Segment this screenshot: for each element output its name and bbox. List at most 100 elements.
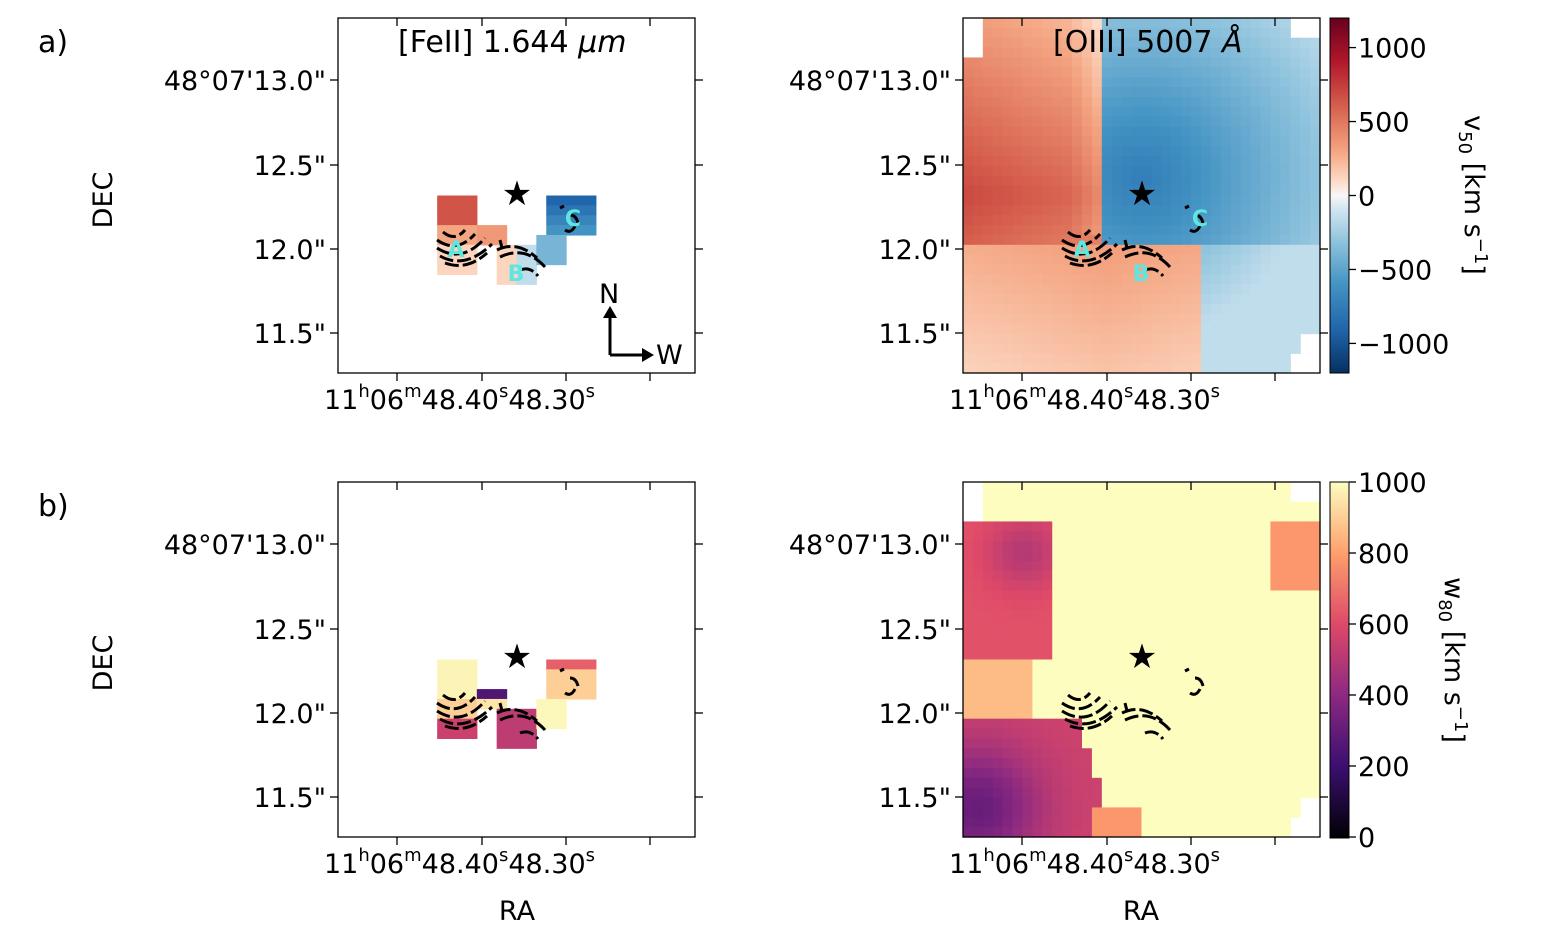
map-pixel <box>972 649 984 661</box>
map-pixel <box>1002 343 1014 354</box>
map-pixel <box>1151 156 1162 167</box>
map-pixel <box>1141 629 1153 641</box>
map-pixel <box>1280 728 1291 739</box>
map-pixel <box>992 116 1004 128</box>
map-pixel <box>1121 274 1133 285</box>
map-pixel <box>1062 136 1073 147</box>
map-pixel <box>1290 590 1301 601</box>
map-pixel <box>1091 284 1103 295</box>
map-pixel <box>1270 225 1281 236</box>
map-pixel <box>972 323 984 335</box>
map-pixel <box>1042 817 1053 828</box>
map-pixel <box>447 234 458 246</box>
map-pixel <box>1250 77 1262 88</box>
map-pixel <box>1201 738 1212 749</box>
map-pixel <box>982 264 994 275</box>
map-pixel <box>1171 708 1182 720</box>
map-pixel <box>982 136 994 147</box>
map-pixel <box>1280 551 1291 562</box>
map-pixel <box>1072 521 1083 532</box>
map-pixel <box>1270 67 1281 78</box>
map-pixel <box>1012 669 1024 680</box>
map-pixel <box>982 156 994 167</box>
map-pixel <box>1062 274 1073 285</box>
map-pixel <box>1002 758 1014 769</box>
map-pixel <box>1062 777 1073 789</box>
map-pixel <box>1131 551 1143 562</box>
map-pixel <box>1181 234 1192 246</box>
map-pixel <box>1141 817 1153 828</box>
map-pixel <box>1270 797 1281 809</box>
map-pixel <box>1042 323 1053 335</box>
map-pixel <box>992 254 1004 266</box>
map-pixel <box>1240 541 1252 552</box>
map-pixel <box>506 274 518 285</box>
map-pixel <box>1201 669 1212 680</box>
map-pixel <box>1270 195 1281 206</box>
map-pixel <box>576 679 587 690</box>
map-pixel <box>1250 827 1262 838</box>
map-pixel <box>1290 639 1301 651</box>
map-pixel <box>982 175 994 187</box>
map-pixel <box>1062 353 1073 364</box>
map-pixel <box>1012 610 1024 621</box>
map-pixel <box>1220 175 1232 187</box>
map-pixel <box>1082 827 1093 838</box>
map-pixel <box>1270 600 1281 611</box>
map-pixel <box>1111 18 1123 29</box>
map-pixel <box>1151 205 1162 216</box>
map-pixel <box>1191 303 1202 315</box>
map-pixel <box>447 195 458 206</box>
map-pixel <box>1280 570 1291 582</box>
map-pixel <box>1101 689 1113 700</box>
map-pixel <box>1052 156 1063 167</box>
map-pixel <box>1072 541 1083 552</box>
map-pixel <box>992 313 1004 325</box>
map-pixel <box>1250 244 1262 256</box>
map-pixel <box>1082 333 1093 345</box>
map-pixel <box>1260 531 1272 542</box>
map-pixel <box>1101 551 1113 562</box>
map-pixel <box>1052 323 1063 335</box>
map-pixel <box>1151 313 1162 325</box>
map-pixel <box>1151 67 1162 78</box>
map-pixel <box>1091 659 1103 670</box>
map-pixel <box>982 570 994 582</box>
map-pixel <box>1101 639 1113 651</box>
map-pixel <box>1012 47 1024 59</box>
map-pixel <box>963 323 974 335</box>
map-pixel <box>1280 748 1291 759</box>
map-pixel <box>1141 620 1153 631</box>
map-pixel <box>1002 195 1014 206</box>
map-pixel <box>1260 77 1272 88</box>
map-pixel <box>1161 195 1172 206</box>
map-pixel <box>1062 185 1073 197</box>
map-pixel <box>1310 629 1321 641</box>
map-pixel <box>982 96 994 108</box>
map-pixel <box>1260 87 1272 98</box>
map-pixel <box>447 215 458 226</box>
map-pixel <box>1310 511 1321 523</box>
map-pixel <box>1062 37 1073 49</box>
map-pixel <box>1220 37 1232 49</box>
map-pixel <box>1012 205 1024 216</box>
map-pixel <box>1032 313 1043 325</box>
map-pixel <box>1082 96 1093 108</box>
map-pixel <box>585 225 597 236</box>
map-pixel <box>1131 649 1143 661</box>
map-pixel <box>1121 610 1133 621</box>
map-pixel <box>1260 96 1272 108</box>
map-pixel <box>1220 215 1232 226</box>
map-pixel <box>1111 817 1123 828</box>
map-pixel <box>1052 748 1063 759</box>
map-pixel <box>1091 106 1103 118</box>
map-pixel <box>1210 689 1222 700</box>
map-pixel <box>1141 363 1153 374</box>
map-pixel <box>466 225 478 236</box>
map-pixel <box>1091 689 1103 700</box>
map-pixel <box>1141 541 1153 552</box>
map-pixel <box>1191 659 1202 670</box>
map-pixel <box>1151 294 1162 305</box>
map-pixel <box>1250 234 1262 246</box>
map-pixel <box>1191 807 1202 818</box>
